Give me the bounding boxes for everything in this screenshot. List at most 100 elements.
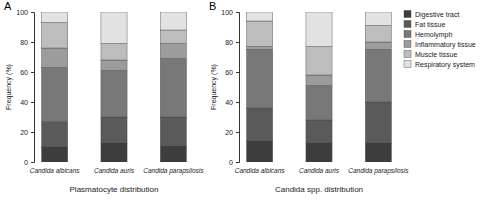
tick-label: 0 [229, 159, 233, 166]
tick: 60 [20, 69, 34, 76]
tick-label: Candida parapsilosis [348, 167, 409, 175]
tick: 80 [225, 39, 239, 46]
bar-segment [247, 47, 273, 50]
legend-label: Digestive tract [415, 11, 459, 19]
y-axis-title: Frequency (%) [5, 64, 13, 110]
bar-segment [101, 12, 127, 44]
bar-segment [101, 143, 127, 163]
legend-swatch [404, 21, 411, 28]
bar-segment [42, 48, 68, 68]
legend-swatch [404, 61, 411, 68]
tick-label: 20 [225, 129, 233, 136]
tick: 80 [20, 39, 34, 46]
tick-mark [236, 42, 239, 43]
bar-segment [336, 162, 362, 163]
bar-segment [101, 117, 127, 143]
tick: 0 [229, 159, 239, 166]
tick: Candida albicans [235, 167, 286, 174]
legend-label: Hemolymph [415, 31, 452, 39]
x-axis: Candida albicans Candida auris Candida par… [235, 167, 410, 175]
tick-mark [31, 12, 34, 13]
tick: 0 [24, 159, 34, 166]
bar-segment [71, 162, 97, 163]
bar-segment [336, 162, 362, 163]
tick-mark [236, 12, 239, 13]
bar-segment [131, 162, 157, 163]
bar-segment [131, 162, 157, 163]
legend-swatch [404, 11, 411, 18]
bar-segment [71, 162, 97, 163]
bar-segment [101, 71, 127, 118]
bar-segment [131, 162, 157, 163]
bar-segment [42, 68, 68, 122]
bar-segment [336, 162, 362, 163]
legend-label: Muscle tissue [415, 51, 458, 58]
panel-label: B [209, 0, 216, 12]
bar-segment [160, 44, 186, 59]
legend-label: Inflammatory tissue [415, 41, 476, 49]
bar-segment [160, 30, 186, 44]
tick: Candida auris [299, 167, 340, 174]
bar-segment [365, 42, 391, 50]
bar-segment [247, 108, 273, 141]
bar-segment [365, 143, 391, 163]
tick-mark [236, 162, 239, 163]
bar-segment [365, 102, 391, 143]
bar-segment [306, 143, 332, 163]
bar-segment [42, 147, 68, 162]
bar-segment [71, 162, 97, 163]
bar-segment [160, 12, 186, 30]
bar-segment [306, 12, 332, 47]
bar-segment [276, 162, 302, 163]
bar-segment [71, 162, 97, 163]
legend-label: Respiratory system [415, 61, 475, 69]
tick-label: Candida albicans [235, 167, 286, 174]
tick-label: 100 [221, 9, 233, 16]
x-axis-title: Plasmatocyte distribution [70, 185, 159, 194]
tick-mark [31, 132, 34, 133]
legend-swatch [404, 41, 411, 48]
panel: 020406080100Candida albicansCandida auri… [4, 0, 204, 194]
tick-mark [236, 132, 239, 133]
bar-segment [160, 146, 186, 163]
tick: 100 [16, 9, 34, 16]
y-axis-title: Frequency (%) [210, 64, 218, 110]
bar-segment [131, 162, 157, 163]
bar-segment [160, 117, 186, 146]
bar-segment [306, 75, 332, 86]
tick: Candida albicans [30, 167, 81, 174]
tick-label: 0 [24, 159, 28, 166]
bar-segment [306, 86, 332, 121]
bar-segment [365, 50, 391, 103]
bar-segment [276, 162, 302, 163]
bar-segment [336, 162, 362, 163]
tick: 40 [20, 99, 34, 106]
legend-swatch [404, 51, 411, 58]
bar-segment [365, 26, 391, 43]
tick-mark [31, 72, 34, 73]
tick-label: Candida auris [299, 167, 340, 174]
tick: 20 [225, 129, 239, 136]
tick-label: 40 [225, 99, 233, 106]
bar-segment [336, 162, 362, 163]
bar-segment [247, 21, 273, 47]
tick-mark [236, 102, 239, 103]
bar-segment [247, 12, 273, 21]
bar-segment [131, 162, 157, 163]
tick: 100 [221, 9, 239, 16]
tick-label: 60 [225, 69, 233, 76]
bar-segment [131, 162, 157, 163]
bar-segment [247, 50, 273, 109]
tick-label: 100 [16, 9, 28, 16]
bar-segment [306, 120, 332, 143]
axis-line [236, 13, 240, 163]
bar-segment [247, 141, 273, 162]
bar-segment [276, 162, 302, 163]
tick-label: 80 [20, 39, 28, 46]
tick-label: 80 [225, 39, 233, 46]
bar-segment [71, 162, 97, 163]
bar-segment [336, 162, 362, 163]
tick-label: 40 [20, 99, 28, 106]
panel: 0 20 40 60 80 100 Candida albicans Candida auri… [209, 0, 409, 194]
bar-segment [101, 60, 127, 71]
